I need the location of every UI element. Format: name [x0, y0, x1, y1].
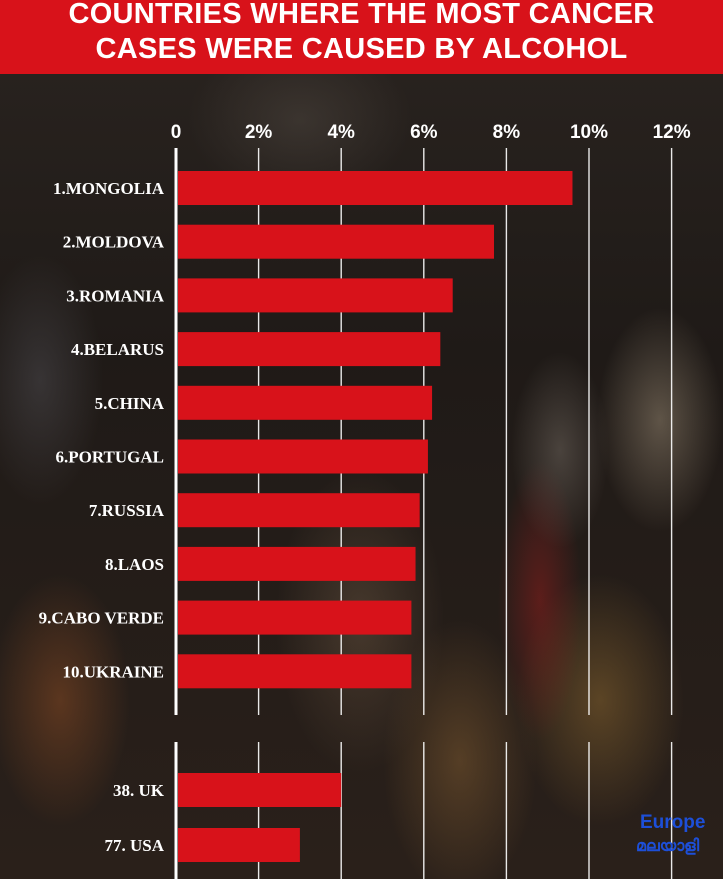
- bar: [178, 439, 428, 474]
- logo-subtitle: മലയാളി: [636, 836, 700, 855]
- x-tick-label: 4%: [327, 122, 355, 143]
- category-label: 3.ROMANIA: [66, 286, 164, 305]
- bar: [178, 332, 441, 367]
- category-label: 5.CHINA: [95, 394, 165, 413]
- x-tick-label: 6%: [410, 122, 438, 143]
- category-label: 2.MOLDOVA: [63, 233, 165, 252]
- bar: [178, 828, 300, 862]
- category-label: 77. USA: [104, 836, 164, 855]
- bar: [178, 224, 495, 259]
- x-tick-label: 0: [171, 122, 182, 143]
- category-label: 9.CABO VERDE: [39, 609, 164, 628]
- category-label: 8.LAOS: [105, 555, 164, 574]
- bar: [178, 385, 433, 420]
- logo-word: Europe: [640, 812, 706, 833]
- bar: [178, 278, 453, 313]
- category-label: 4.BELARUS: [71, 340, 164, 359]
- title-banner: COUNTRIES WHERE THE MOST CANCER CASES WE…: [0, 0, 723, 74]
- x-tick-label: 2%: [245, 122, 273, 143]
- europe-malayali-logo: Europe മലയാളി: [636, 812, 720, 868]
- x-tick-label: 12%: [653, 122, 691, 143]
- bar: [178, 546, 416, 581]
- bar: [178, 654, 412, 689]
- category-label: 38. UK: [113, 781, 165, 800]
- bar: [178, 493, 420, 528]
- category-label: 1.MONGOLIA: [53, 179, 165, 198]
- category-label: 6.PORTUGAL: [56, 448, 165, 467]
- category-label: 10.UKRAINE: [62, 662, 164, 681]
- x-tick-label: 10%: [570, 122, 608, 143]
- bar: [178, 773, 342, 807]
- chart-title-line-1: COUNTRIES WHERE THE MOST CANCER: [68, 0, 655, 30]
- category-label: 7.RUSSIA: [89, 501, 165, 520]
- x-tick-label: 8%: [493, 122, 521, 143]
- bar: [178, 171, 573, 205]
- chart-title-line-2: CASES WERE CAUSED BY ALCOHOL: [95, 33, 628, 65]
- bar: [178, 600, 412, 635]
